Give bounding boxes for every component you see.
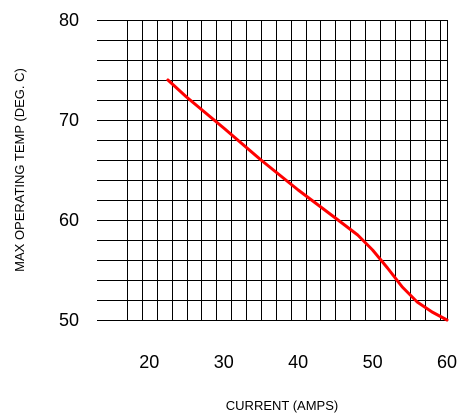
tick-labels: 20 30 40 50 60 50 60 70 80	[59, 10, 457, 372]
y-tick-label: 70	[59, 110, 79, 130]
chart-grid	[97, 20, 448, 321]
x-tick-label: 60	[437, 352, 457, 372]
y-tick-label: 60	[59, 210, 79, 230]
y-tick-label: 50	[59, 310, 79, 330]
y-tick-label: 80	[59, 10, 79, 30]
x-tick-label: 50	[363, 352, 383, 372]
x-axis-title: CURRENT (AMPS)	[226, 398, 338, 413]
x-tick-label: 20	[139, 352, 159, 372]
x-tick-label: 40	[288, 352, 308, 372]
chart-series	[166, 78, 449, 322]
series-line	[166, 78, 449, 322]
y-axis-title: MAX OPERATING TEMP (DEG. C)	[12, 68, 27, 272]
x-tick-label: 30	[214, 352, 234, 372]
